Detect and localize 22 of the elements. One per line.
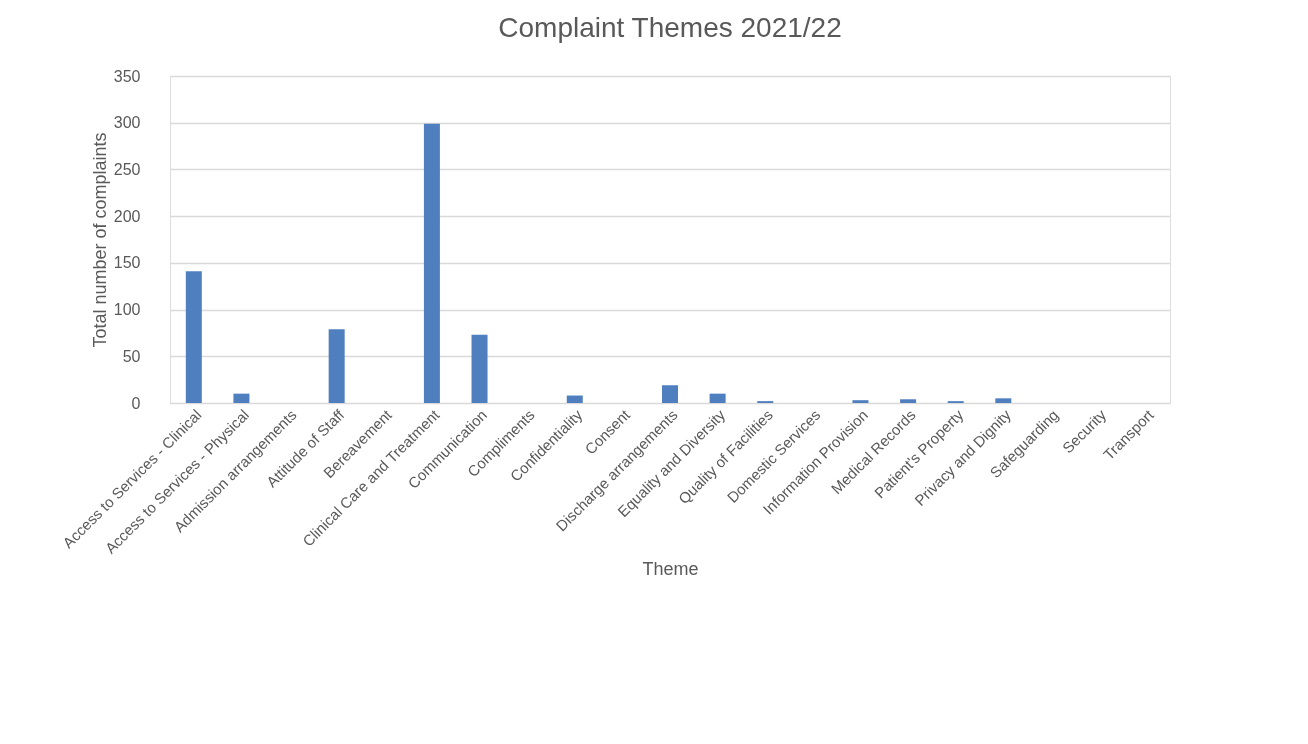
y-tick-label: 300 (113, 114, 141, 132)
y-tick-label: 250 (113, 160, 141, 178)
y-tick-label: 350 (113, 67, 141, 85)
y-tick-label: 200 (113, 207, 141, 225)
x-axis-title: Theme (642, 558, 699, 579)
bar (566, 395, 583, 403)
bar (471, 334, 488, 403)
y-axis-title: Total number of complaints (89, 132, 110, 348)
bar (852, 400, 869, 403)
bar (995, 398, 1012, 403)
y-tick-label: 150 (113, 254, 141, 272)
chart-title: Complaint Themes 2021/22 (498, 12, 842, 43)
y-tick-label: 100 (113, 301, 141, 319)
bar (328, 329, 345, 403)
bar (662, 385, 678, 403)
y-tick-label: 0 (131, 394, 141, 412)
bar (185, 271, 202, 403)
y-tick-label: 50 (122, 347, 141, 365)
bar (900, 399, 917, 403)
bar (423, 123, 440, 403)
bar (709, 393, 726, 403)
bar (233, 393, 250, 403)
